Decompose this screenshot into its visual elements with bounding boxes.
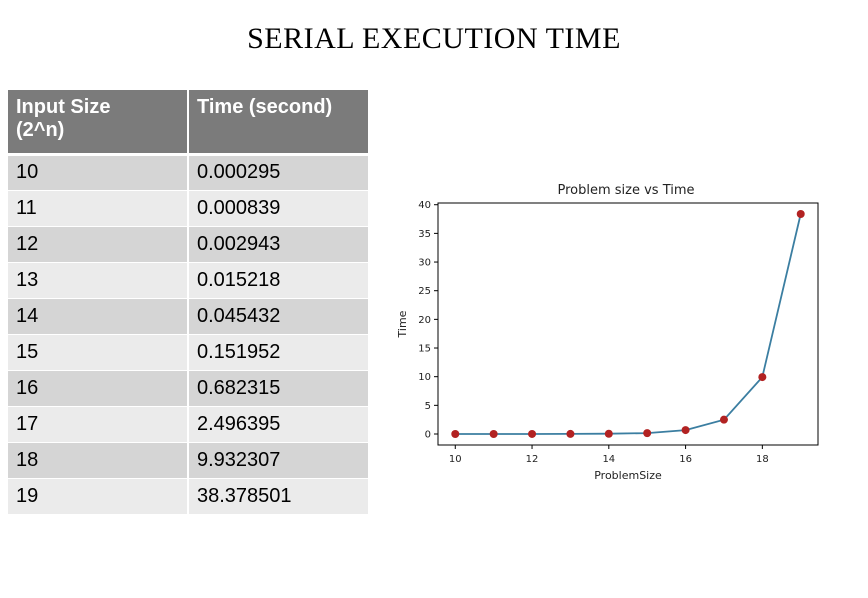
plot-frame (437, 202, 819, 446)
y-tick-label: 0 (425, 429, 431, 440)
cell-time: 0.045432 (188, 298, 368, 335)
data-point (489, 429, 498, 438)
x-axis-label: ProblemSize (594, 469, 662, 482)
y-axis-label: Time (396, 310, 409, 338)
cell-time: 0.002943 (188, 226, 368, 263)
x-tick-label: 10 (449, 454, 462, 465)
header-input-size: Input Size (2^n) (8, 90, 189, 156)
series-line (455, 213, 802, 435)
header-time: Time (second) (188, 90, 368, 156)
x-tick-label: 12 (526, 454, 539, 465)
cell-input-size: 17 (8, 406, 189, 443)
cell-input-size: 19 (8, 478, 189, 515)
x-tick-label: 18 (756, 454, 769, 465)
data-point (758, 373, 767, 382)
line-chart: Problem size vs Time 0 5 10 15 20 25 30 35 40 10… (396, 183, 819, 482)
y-axis: 0 5 10 15 20 25 30 35 40 (418, 200, 438, 440)
y-tick-label: 35 (418, 229, 431, 240)
cell-input-size: 16 (8, 370, 189, 407)
header-input-size-label: Input Size (2^n) (16, 96, 111, 141)
data-point (604, 429, 613, 438)
x-tick-label: 14 (602, 454, 615, 465)
y-tick-label: 10 (418, 372, 431, 383)
data-point (528, 429, 537, 438)
cell-input-size: 15 (8, 334, 189, 371)
table-header-row: Input Size (2^n) Time (second) (8, 90, 368, 156)
data-point (796, 210, 805, 219)
cell-time: 0.151952 (188, 334, 368, 371)
cell-time: 0.000295 (188, 154, 368, 191)
cell-input-size: 10 (8, 154, 189, 191)
table-row: 16 0.682315 (8, 370, 368, 407)
table-row: 14 0.045432 (8, 298, 368, 335)
y-tick-label: 5 (425, 401, 431, 412)
y-tick-label: 30 (418, 258, 431, 269)
data-point (566, 429, 575, 438)
table-row: 18 9.932307 (8, 442, 368, 479)
cell-time: 2.496395 (188, 406, 368, 443)
chart-title: Problem size vs Time (557, 183, 694, 198)
x-axis: 10 12 14 16 18 (449, 445, 769, 465)
data-point (643, 429, 652, 438)
y-tick-label: 20 (418, 315, 431, 326)
table-row: 17 2.496395 (8, 406, 368, 443)
cell-input-size: 12 (8, 226, 189, 263)
cell-time: 0.000839 (188, 190, 368, 227)
cell-input-size: 11 (8, 190, 189, 227)
y-tick-label: 40 (418, 200, 431, 211)
cell-input-size: 13 (8, 262, 189, 299)
data-table: Input Size (2^n) Time (second) 10 0.0002… (8, 90, 368, 515)
table-row: 10 0.000295 (8, 154, 368, 191)
header-time-label: Time (second) (197, 96, 333, 118)
y-tick-label: 15 (418, 344, 431, 355)
table-row: 19 38.378501 (8, 478, 368, 515)
table-row: 12 0.002943 (8, 226, 368, 263)
cell-time: 0.015218 (188, 262, 368, 299)
data-point (451, 429, 460, 438)
y-tick-label: 25 (418, 286, 431, 297)
x-tick-label: 16 (679, 454, 692, 465)
cell-input-size: 18 (8, 442, 189, 479)
slide-title: SERIAL EXECUTION TIME (247, 22, 621, 55)
cell-input-size: 14 (8, 298, 189, 335)
cell-time: 0.682315 (188, 370, 368, 407)
data-point (719, 415, 728, 424)
table-row: 15 0.151952 (8, 334, 368, 371)
series-layer (451, 210, 805, 438)
data-point (681, 426, 690, 435)
cell-time: 38.378501 (188, 478, 368, 515)
cell-time: 9.932307 (188, 442, 368, 479)
table-row: 13 0.015218 (8, 262, 368, 299)
table-row: 11 0.000839 (8, 190, 368, 227)
